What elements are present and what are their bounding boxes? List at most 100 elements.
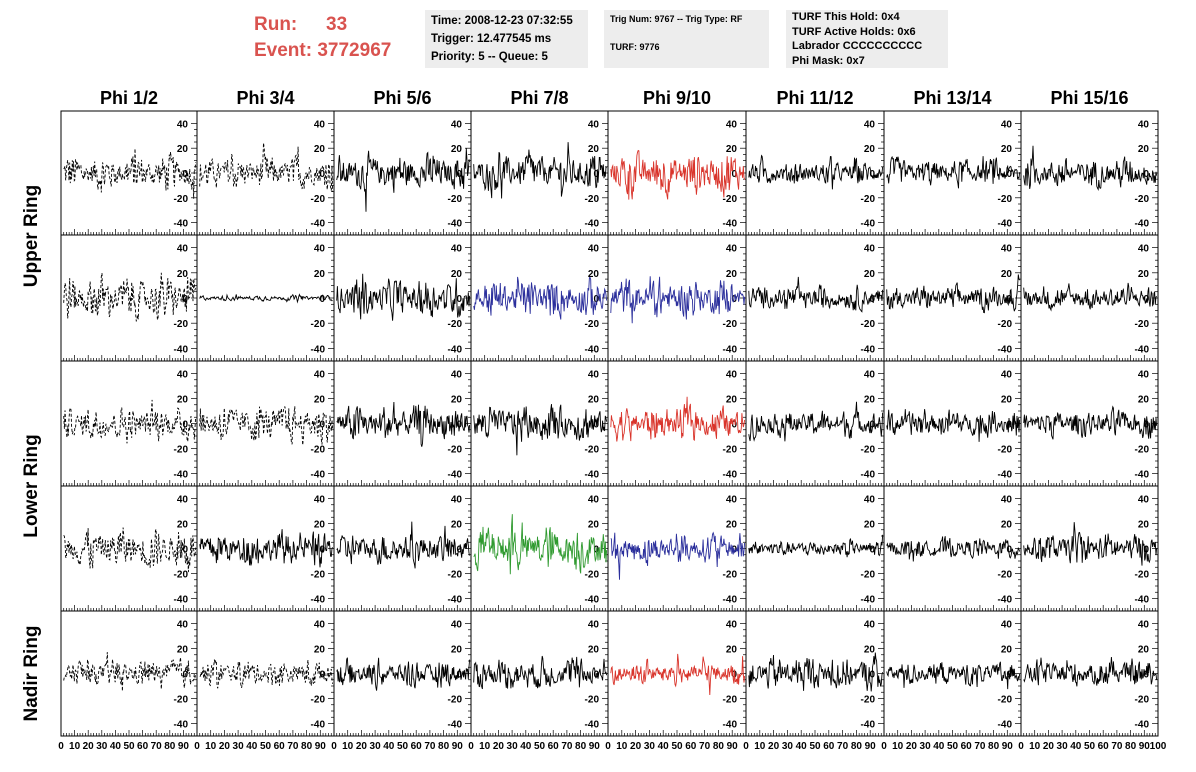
- panel-r5-c6-ytick-label--40: -40: [861, 720, 876, 731]
- turf-this-hold-text: TURF This Hold: 0x4: [792, 11, 900, 23]
- panel-r5-c3-ytick-label--20: -20: [448, 695, 463, 706]
- xtick-label-c5-30: 30: [644, 741, 656, 752]
- xtick-label-c8-90: 90: [1139, 741, 1151, 752]
- panel-r5-c7-ytick-label-40: 40: [1001, 620, 1013, 631]
- panel-r2-c4-ytick-label--40: -40: [585, 344, 600, 355]
- panel-r2-c3-ytick-label-0: 0: [456, 294, 462, 305]
- panel-r1-c7-ytick-label-20: 20: [1001, 144, 1013, 155]
- panel-r3-c4-ytick-label--20: -20: [585, 445, 600, 456]
- panel-r1-c1-ytick-label-20: 20: [177, 144, 189, 155]
- panel-r3-c8-ytick-label--20: -20: [1135, 445, 1150, 456]
- panel-r3-c3-ytick-label--40: -40: [448, 470, 463, 481]
- panel-r3-c1-ytick-label--20: -20: [174, 445, 189, 456]
- xtick-label-c8-50: 50: [1084, 741, 1096, 752]
- panel-r3-c7-ytick-label-40: 40: [1001, 370, 1013, 381]
- panel-r4-c2-ytick-label-40: 40: [314, 495, 326, 506]
- panel-r2-c1-ytick-label-20: 20: [177, 269, 189, 280]
- panel-r3-c8-ytick-label-40: 40: [1138, 370, 1150, 381]
- panel-r2-c1-ytick-label--40: -40: [174, 344, 189, 355]
- xtick-label-c3-80: 80: [438, 741, 450, 752]
- panel-r4-c7-ytick-label-20: 20: [1001, 520, 1013, 531]
- xtick-label-c8-40: 40: [1070, 741, 1082, 752]
- panel-r5-c2-ytick-label-20: 20: [314, 645, 326, 656]
- panel-r2-c4-trace: [473, 276, 608, 320]
- panel-r2-c5-trace: [610, 276, 746, 324]
- panel-r1-c8-trace: [1023, 145, 1158, 191]
- panel-r4-c8-trace: [1023, 522, 1158, 566]
- panel-r3-c2-ytick-label-40: 40: [314, 370, 326, 381]
- panel-r5-c6-ytick-label-40: 40: [864, 620, 876, 631]
- panel-r1-c1-ytick-label--40: -40: [174, 219, 189, 230]
- panel-r4-c2-ytick-label--40: -40: [311, 595, 326, 606]
- panel-r4-c1-ytick-label-20: 20: [177, 520, 189, 531]
- panel-r4-c1-ytick-label--40: -40: [174, 595, 189, 606]
- xtick-label-c8-60: 60: [1098, 741, 1110, 752]
- panel-r1-c2-ytick-label-20: 20: [314, 144, 326, 155]
- column-title-3: Phi 5/6: [373, 88, 431, 108]
- panel-r2-c6-ytick-label-40: 40: [864, 244, 876, 255]
- turf-info-box: TURF This Hold: 0x4 TURF Active Holds: 0…: [786, 10, 948, 68]
- xtick-label-c4-50: 50: [534, 741, 546, 752]
- xtick-label-c5-20: 20: [630, 741, 642, 752]
- panel-r1-c7-trace: [886, 155, 1021, 189]
- panel-r1-c1-ytick-label-40: 40: [177, 119, 189, 130]
- column-title-1: Phi 1/2: [100, 88, 158, 108]
- xtick-label-c2-50: 50: [260, 741, 272, 752]
- panel-r4-c3-ytick-label-20: 20: [451, 520, 463, 531]
- panel-r4-c7-ytick-label-40: 40: [1001, 495, 1013, 506]
- panel-r3-c2-ytick-label--20: -20: [311, 445, 326, 456]
- panel-r2-c7-ytick-label--20: -20: [998, 319, 1013, 330]
- xtick-label-c5-50: 50: [671, 741, 683, 752]
- column-title-5: Phi 9/10: [643, 88, 711, 108]
- xtick-label-c2-70: 70: [287, 741, 299, 752]
- panel-r3-c7-trace: [886, 409, 1021, 442]
- panel-r2-c6-ytick-label-20: 20: [864, 269, 876, 280]
- xtick-label-c6-0: 0: [743, 741, 749, 752]
- panel-r1-c6-ytick-label-40: 40: [864, 119, 876, 130]
- xtick-label-c6-90: 90: [865, 741, 877, 752]
- panel-r5-c2-ytick-label-40: 40: [314, 620, 326, 631]
- panel-r5-c8-ytick-label-20: 20: [1138, 645, 1150, 656]
- xtick-label-c6-40: 40: [796, 741, 808, 752]
- panel-r3-c1-ytick-label--40: -40: [174, 470, 189, 481]
- panel-r4-c2-ytick-label-20: 20: [314, 520, 326, 531]
- panel-r4-c8-ytick-label-20: 20: [1138, 520, 1150, 531]
- panel-r5-c6-ytick-label-20: 20: [864, 645, 876, 656]
- panel-r1-c5-ytick-label--40: -40: [723, 219, 738, 230]
- xtick-label-c1-0: 0: [58, 741, 64, 752]
- panel-r1-c2-ytick-label-0: 0: [319, 169, 325, 180]
- xtick-label-c4-30: 30: [507, 741, 519, 752]
- xtick-label-c3-30: 30: [370, 741, 382, 752]
- panel-r3-c5-ytick-label--40: -40: [723, 470, 738, 481]
- panel-r5-c3-ytick-label-40: 40: [451, 620, 463, 631]
- panel-r5-c8-ytick-label--40: -40: [1135, 720, 1150, 731]
- panel-r5-c1-ytick-label--20: -20: [174, 695, 189, 706]
- panel-r2-c3-trace: [336, 273, 471, 321]
- column-title-7: Phi 13/14: [913, 88, 991, 108]
- xtick-label-c6-30: 30: [782, 741, 794, 752]
- panel-r3-c1-ytick-label-20: 20: [177, 395, 189, 406]
- panel-r1-c5-trace: [610, 149, 746, 200]
- xtick-label-c4-60: 60: [548, 741, 560, 752]
- panel-r5-c6-trace: [748, 652, 884, 692]
- panel-r1-c7-ytick-label-40: 40: [1001, 119, 1013, 130]
- xtick-label-c1-80: 80: [164, 741, 176, 752]
- panel-r5-c3-ytick-label-20: 20: [451, 645, 463, 656]
- panel-r1-c8-ytick-label-0: 0: [1143, 169, 1149, 180]
- panel-r1-c8-ytick-label-40: 40: [1138, 119, 1150, 130]
- panel-r4-c7-trace: [886, 536, 1021, 562]
- xtick-label-c3-20: 20: [356, 741, 368, 752]
- panel-r4-c1-ytick-label--20: -20: [174, 570, 189, 581]
- panel-r1-c4-ytick-label--40: -40: [585, 219, 600, 230]
- xtick-label-c3-10: 10: [342, 741, 354, 752]
- xtick-label-c6-70: 70: [837, 741, 849, 752]
- xtick-label-c6-20: 20: [768, 741, 780, 752]
- panel-r1-c8-ytick-label--40: -40: [1135, 219, 1150, 230]
- panel-r3-c7-ytick-label--40: -40: [998, 470, 1013, 481]
- turf-active-holds-text: TURF Active Holds: 0x6: [792, 25, 916, 38]
- panel-r3-c7-ytick-label--20: -20: [998, 445, 1013, 456]
- panel-r3-c6-trace: [748, 401, 884, 442]
- xtick-label-c3-70: 70: [424, 741, 436, 752]
- priority-text: Priority: 5 -- Queue: 5: [431, 51, 548, 63]
